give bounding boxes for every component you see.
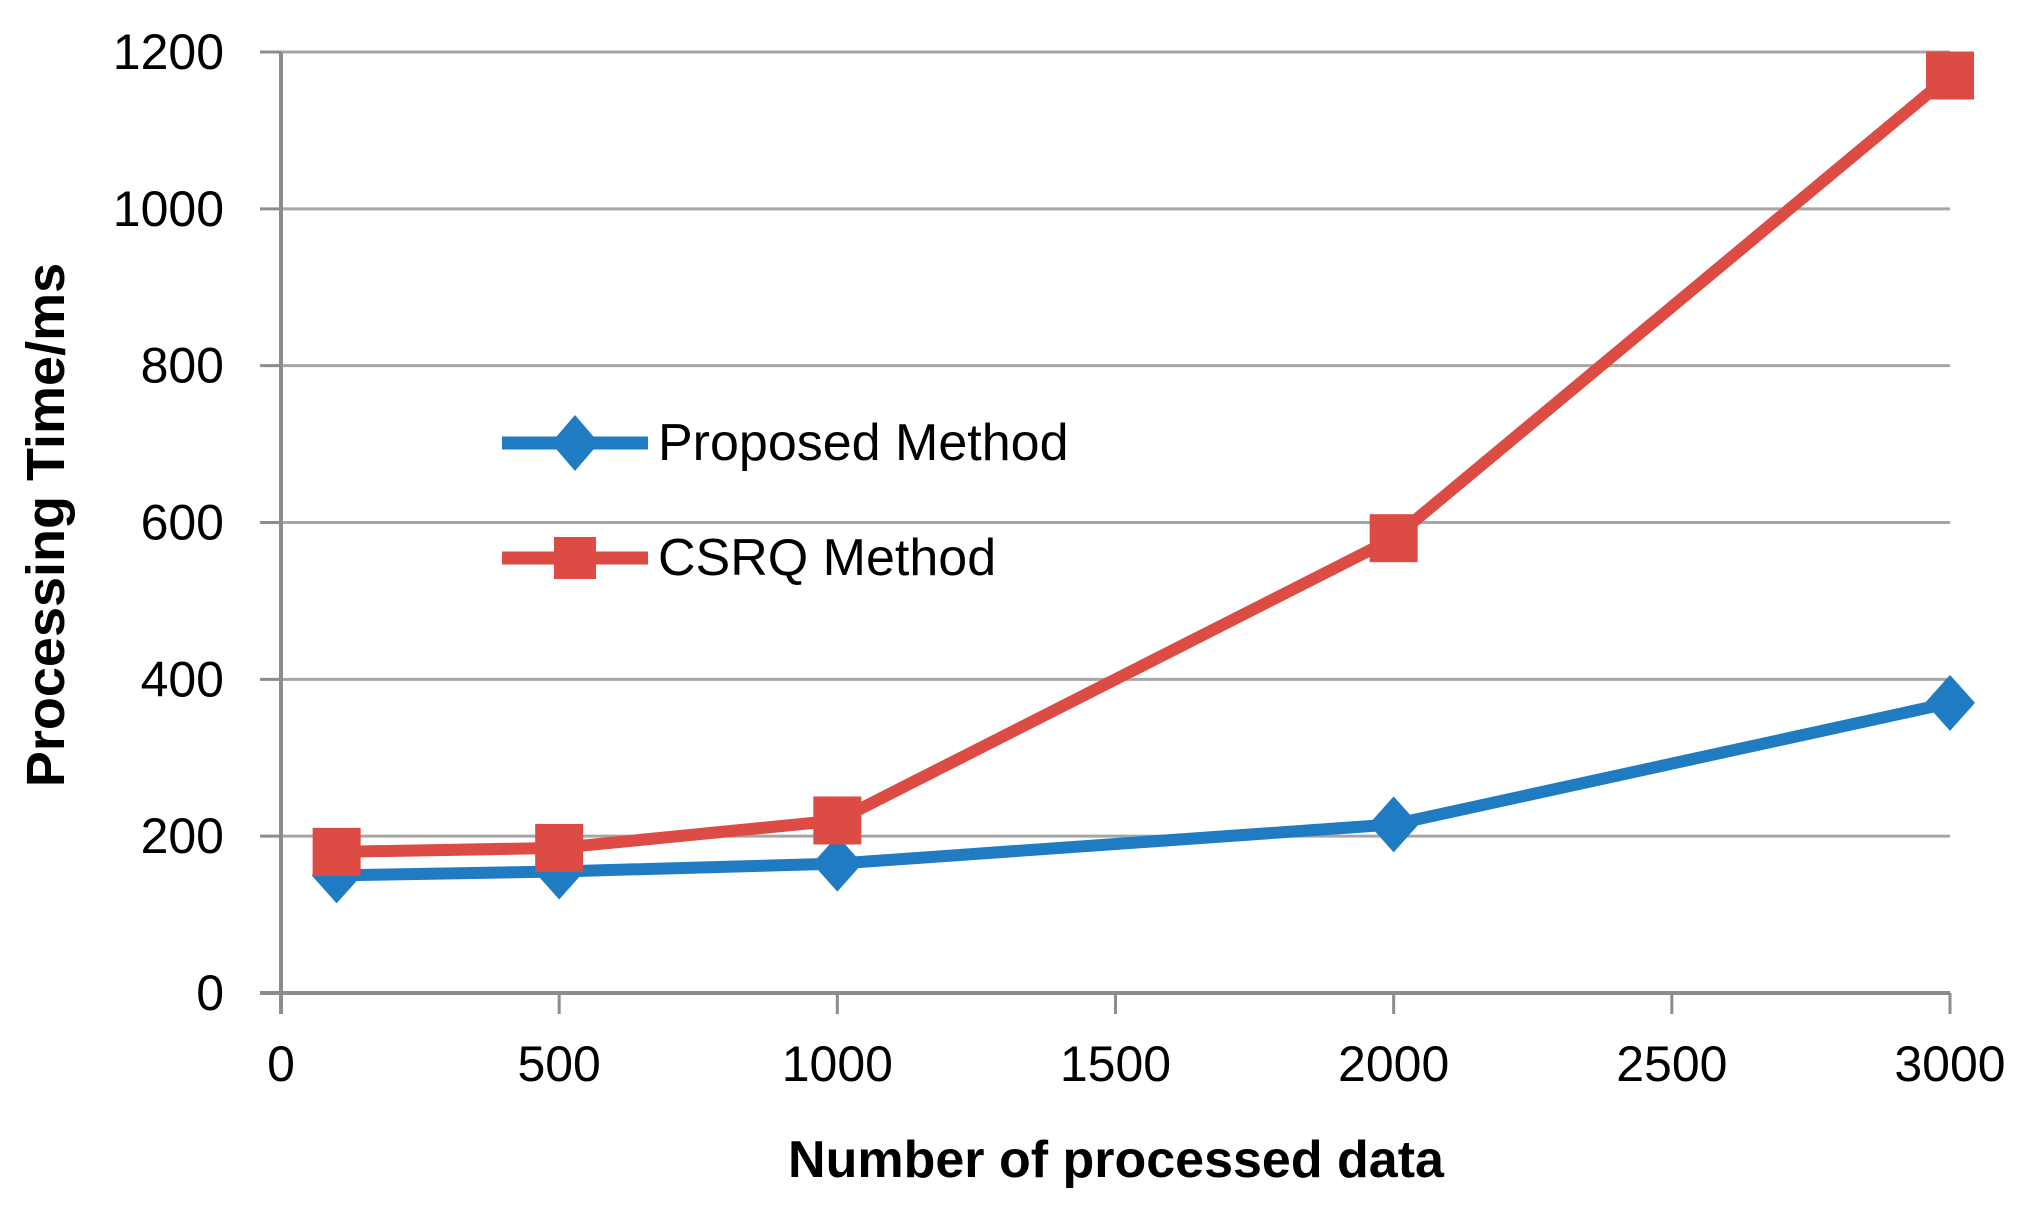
data-point-diamond-marker: [812, 835, 863, 892]
y-tick-label: 0: [196, 965, 224, 1021]
x-tick-label: 500: [517, 1036, 600, 1092]
y-tick-label: 800: [141, 338, 224, 394]
data-point-diamond-marker: [1368, 796, 1419, 853]
legend-item-csrq-method: CSRQ Method: [500, 523, 1069, 593]
x-axis-title: Number of processed data: [788, 1131, 1444, 1189]
y-tick-label: 600: [141, 495, 224, 551]
legend-label-csrq-method: CSRQ Method: [658, 529, 997, 587]
y-tick-label: 1200: [113, 24, 224, 80]
data-point-diamond-marker: [1925, 674, 1975, 731]
data-point-square-marker: [312, 827, 361, 876]
x-tick-label: 0: [267, 1036, 295, 1092]
x-tick-label: 2500: [1616, 1036, 1727, 1092]
x-tick-label: 2000: [1338, 1036, 1449, 1092]
x-tick-label: 1000: [782, 1036, 893, 1092]
legend-item-proposed-method: Proposed Method: [500, 408, 1069, 478]
y-tick-label: 400: [141, 651, 224, 707]
data-point-square-marker: [535, 823, 584, 872]
legend-label-proposed-method: Proposed Method: [658, 414, 1069, 472]
data-point-square-marker: [1369, 514, 1418, 563]
data-point-square-marker: [1926, 51, 1974, 100]
line-diamond-marker-icon: [502, 415, 648, 471]
line-square-marker-icon: [502, 537, 648, 579]
y-tick-label: 1000: [113, 181, 224, 237]
legend: Proposed Method CSRQ Method: [500, 408, 1069, 638]
y-axis-title: Processing Time/ms: [16, 262, 76, 788]
x-tick-label: 3000: [1894, 1036, 2005, 1092]
y-tick-label: 200: [141, 808, 224, 864]
x-tick-label: 1500: [1060, 1036, 1171, 1092]
data-point-square-marker: [813, 796, 862, 845]
